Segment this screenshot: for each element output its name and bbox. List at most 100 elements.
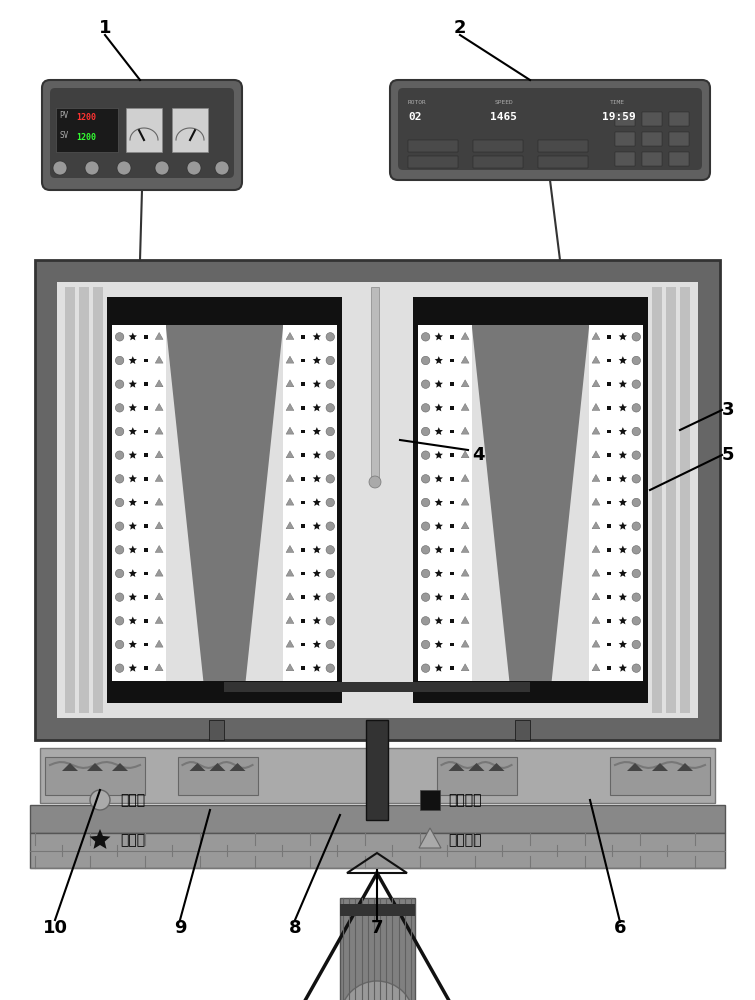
Circle shape xyxy=(421,640,430,649)
Polygon shape xyxy=(156,380,163,387)
Polygon shape xyxy=(618,593,627,601)
Bar xyxy=(301,643,305,646)
Polygon shape xyxy=(435,474,443,482)
Polygon shape xyxy=(618,498,627,506)
Polygon shape xyxy=(592,640,600,647)
Polygon shape xyxy=(156,498,163,505)
Polygon shape xyxy=(128,427,137,435)
Circle shape xyxy=(632,569,640,578)
Polygon shape xyxy=(286,569,294,576)
Bar xyxy=(608,524,612,528)
Circle shape xyxy=(326,522,334,530)
Bar xyxy=(301,430,305,433)
Bar xyxy=(608,359,612,362)
Polygon shape xyxy=(286,522,294,529)
Polygon shape xyxy=(618,451,627,459)
Bar xyxy=(144,548,148,552)
Circle shape xyxy=(421,569,430,578)
Bar xyxy=(301,359,305,362)
Polygon shape xyxy=(592,498,600,505)
Circle shape xyxy=(326,617,334,625)
Bar xyxy=(608,548,612,552)
Bar xyxy=(301,453,305,457)
Bar xyxy=(107,297,112,703)
Text: 1: 1 xyxy=(99,19,111,37)
Polygon shape xyxy=(156,403,163,410)
Text: SPEED: SPEED xyxy=(495,100,513,105)
Polygon shape xyxy=(435,545,443,553)
Polygon shape xyxy=(435,640,443,648)
FancyBboxPatch shape xyxy=(50,88,234,178)
Polygon shape xyxy=(286,640,294,647)
Text: 2: 2 xyxy=(454,19,467,37)
Bar xyxy=(615,132,635,146)
Circle shape xyxy=(116,356,124,365)
Polygon shape xyxy=(313,403,321,411)
Bar xyxy=(666,287,676,713)
Bar xyxy=(610,757,710,795)
Polygon shape xyxy=(156,569,163,576)
Polygon shape xyxy=(592,664,600,671)
Polygon shape xyxy=(286,332,294,339)
Polygon shape xyxy=(190,763,205,771)
Polygon shape xyxy=(286,616,294,623)
Text: 5: 5 xyxy=(722,446,735,464)
Bar xyxy=(144,406,148,410)
Polygon shape xyxy=(156,522,163,529)
FancyBboxPatch shape xyxy=(398,88,702,170)
Polygon shape xyxy=(313,616,321,624)
Bar xyxy=(450,406,454,410)
Bar xyxy=(413,681,648,703)
Bar xyxy=(144,335,148,339)
Polygon shape xyxy=(128,616,137,624)
Bar xyxy=(608,501,612,504)
Circle shape xyxy=(116,498,124,507)
Polygon shape xyxy=(156,474,163,481)
Bar xyxy=(608,382,612,386)
Polygon shape xyxy=(156,451,163,458)
Polygon shape xyxy=(435,332,443,340)
Polygon shape xyxy=(230,763,245,771)
Bar xyxy=(450,359,454,362)
Bar xyxy=(337,297,342,703)
Text: 19:59: 19:59 xyxy=(602,112,636,122)
Bar xyxy=(177,757,257,795)
Polygon shape xyxy=(461,569,469,576)
Circle shape xyxy=(326,404,334,412)
Polygon shape xyxy=(435,593,443,601)
Bar xyxy=(301,666,305,670)
Bar xyxy=(450,430,454,433)
Polygon shape xyxy=(469,763,485,771)
Polygon shape xyxy=(677,763,693,771)
Text: 锆磷灰石: 锆磷灰石 xyxy=(448,793,482,807)
FancyBboxPatch shape xyxy=(390,80,710,180)
Bar xyxy=(301,335,305,339)
Circle shape xyxy=(326,664,334,672)
Polygon shape xyxy=(286,356,294,363)
Text: TIME: TIME xyxy=(610,100,625,105)
Text: 9: 9 xyxy=(174,919,186,937)
Circle shape xyxy=(421,617,430,625)
Bar xyxy=(450,619,454,623)
Polygon shape xyxy=(461,380,469,387)
Circle shape xyxy=(326,546,334,554)
Polygon shape xyxy=(128,569,137,577)
Bar xyxy=(65,287,75,713)
Circle shape xyxy=(421,333,430,341)
Circle shape xyxy=(116,569,124,578)
Polygon shape xyxy=(156,593,163,600)
Circle shape xyxy=(632,640,640,649)
Polygon shape xyxy=(313,640,321,648)
Polygon shape xyxy=(435,664,443,672)
Bar xyxy=(340,898,415,1000)
Polygon shape xyxy=(128,522,137,530)
Bar xyxy=(93,287,103,713)
Polygon shape xyxy=(618,664,627,672)
Circle shape xyxy=(116,640,124,649)
Polygon shape xyxy=(128,593,137,601)
Circle shape xyxy=(632,593,640,601)
Polygon shape xyxy=(209,763,226,771)
Circle shape xyxy=(187,161,201,175)
Circle shape xyxy=(116,617,124,625)
Circle shape xyxy=(421,380,430,388)
